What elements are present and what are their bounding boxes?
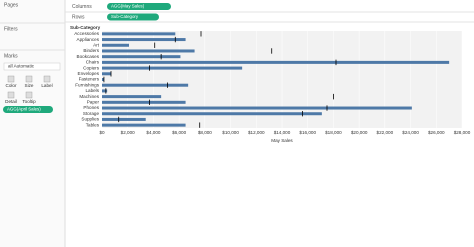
mark-button-label: Label	[41, 83, 52, 88]
row-label: Appliances	[77, 37, 100, 42]
x-tick-label: $28,000	[454, 130, 471, 135]
x-tick-label: $6,000	[172, 130, 186, 135]
row-label: Furnishings	[75, 82, 99, 87]
x-axis-title: May Sales	[271, 138, 293, 143]
bar	[102, 60, 450, 64]
bar	[102, 32, 176, 36]
bar	[102, 100, 186, 104]
bar	[102, 95, 162, 99]
x-tick-label: $16,000	[299, 130, 316, 135]
row-label: Labels	[85, 88, 99, 93]
mark-button-icon[interactable]	[25, 75, 33, 83]
columns-pill-text: AGG(May Sales)	[111, 4, 145, 9]
x-tick-label: $10,000	[222, 130, 239, 135]
row-label: Paper	[87, 100, 100, 105]
x-tick-label: $2,000	[121, 130, 135, 135]
bar	[102, 83, 189, 87]
pages-header: Pages	[4, 2, 19, 8]
bar	[102, 72, 111, 76]
mark-type: all Automatic	[8, 64, 35, 69]
row-label: Supplies	[81, 117, 99, 122]
x-tick-label: $22,000	[377, 130, 394, 135]
bar	[102, 117, 146, 121]
rows-pill-text: Sub-Category	[111, 14, 139, 19]
x-tick-label: $14,000	[274, 130, 291, 135]
bar	[102, 112, 322, 116]
mark-button-label: Detail	[5, 99, 17, 104]
marks-pill-text: AGG(April Sales)	[7, 107, 41, 112]
x-tick-label: $26,000	[428, 130, 445, 135]
columns-label: Columns	[72, 4, 92, 10]
rows-label: Rows	[72, 14, 85, 20]
x-tick-label: $8,000	[198, 130, 212, 135]
row-label: Binders	[83, 48, 99, 53]
row-label: Copiers	[83, 65, 100, 70]
bar	[102, 78, 104, 81]
rows-pill[interactable]	[107, 13, 159, 21]
mark-button-icon[interactable]	[43, 75, 51, 83]
row-label: Art	[93, 42, 100, 47]
marks-pill[interactable]	[3, 106, 53, 113]
mark-button-icon[interactable]	[7, 75, 15, 83]
x-tick-label: $18,000	[325, 130, 342, 135]
row-label: Storage	[83, 111, 100, 116]
bar	[102, 123, 186, 127]
row-label: Envelopes	[78, 71, 100, 76]
row-label: Fasteners	[79, 77, 100, 82]
side-panel	[0, 0, 65, 247]
mark-button-label: Size	[25, 83, 34, 88]
bar	[102, 89, 108, 93]
mark-button-icon[interactable]	[7, 91, 15, 99]
row-label: Bookcases	[77, 54, 100, 59]
row-label: Phones	[83, 105, 99, 110]
mark-type-dropdown[interactable]	[3, 62, 61, 71]
row-label: Chairs	[86, 60, 100, 65]
mark-button-icon[interactable]	[25, 91, 33, 99]
marks-header: Marks	[4, 53, 18, 59]
row-label: Machines	[79, 94, 99, 99]
mark-button-label: Tooltip	[22, 99, 36, 104]
bar	[102, 55, 181, 59]
bar	[102, 38, 186, 42]
row-header: Sub-Category	[70, 25, 101, 30]
row-label: Accessories	[74, 31, 99, 36]
x-tick-label: $4,000	[146, 130, 160, 135]
chart: $0 $2,000 $4,000 $6,000 $8,000 $10,000 $12,000…	[74, 31, 471, 135]
x-tick-label: $12,000	[248, 130, 265, 135]
mark-button-label: Color	[6, 83, 17, 88]
row-label: Tables	[86, 122, 100, 127]
bar	[102, 43, 129, 47]
mark-buttons: Color Size Label Detail Tooltip	[5, 75, 53, 104]
bar	[102, 49, 195, 53]
filters-header: Filters	[4, 26, 18, 32]
bar	[102, 106, 412, 110]
x-tick-label: $0	[99, 130, 105, 135]
x-tick-label: $24,000	[402, 130, 419, 135]
columns-pill[interactable]	[107, 3, 171, 10]
x-tick-label: $20,000	[351, 130, 368, 135]
bar	[102, 66, 243, 70]
